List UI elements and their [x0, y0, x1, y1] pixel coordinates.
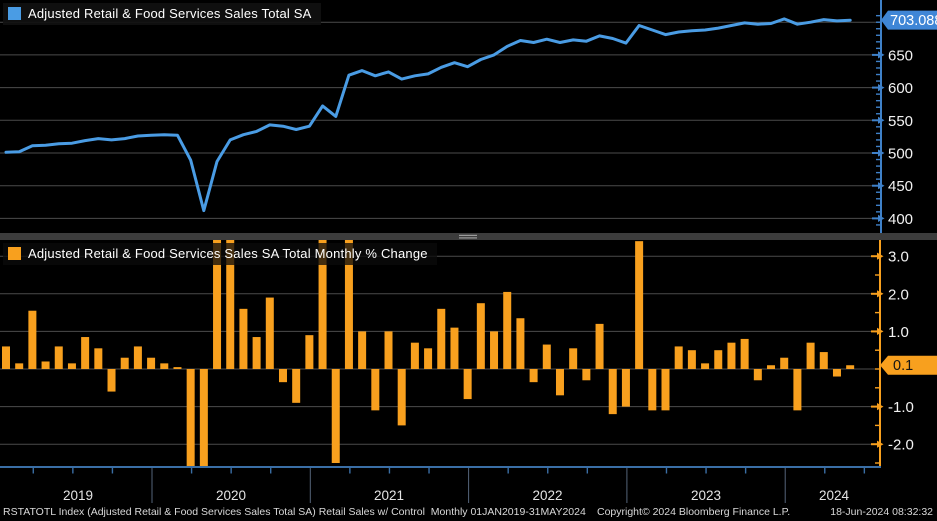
bottom-legend-label: Adjusted Retail & Food Services Sales SA…	[28, 246, 428, 261]
svg-text:450: 450	[888, 178, 913, 195]
svg-text:1.0: 1.0	[888, 324, 909, 341]
year-tick-label: 2023	[691, 488, 721, 503]
year-tick-label: 2022	[532, 488, 562, 503]
svg-text:400: 400	[888, 211, 913, 228]
svg-text:600: 600	[888, 80, 913, 97]
year-tick-label: 2020	[216, 488, 246, 503]
line-series-swatch-icon	[8, 7, 21, 20]
svg-text:0.1: 0.1	[893, 358, 913, 374]
last-value-flags: 703.088 0.1	[880, 10, 937, 375]
date-axis: 2019 2020 2021 2022 2023 2024	[0, 466, 881, 503]
ticker-description: RSTATOTL Index (Adjusted Retail & Food S…	[3, 506, 586, 518]
svg-text:2.0: 2.0	[888, 286, 909, 303]
top-panel-gridlines	[0, 21, 881, 219]
bar-series-swatch-icon	[8, 247, 21, 260]
bottom-right-axis: 3.0 2.0 1.0 -1.0 -2.0	[871, 240, 914, 467]
copyright-notice: Copyright© 2024 Bloomberg Finance L.P.	[597, 506, 791, 518]
svg-text:550: 550	[888, 113, 913, 130]
top-right-axis: 650 600 550 500 450 400	[872, 0, 913, 233]
top-legend-label: Adjusted Retail & Food Services Sales To…	[28, 6, 312, 21]
timestamp: 18-Jun-2024 08:32:32	[830, 506, 933, 518]
year-tick-label: 2024	[819, 488, 850, 503]
svg-text:-1.0: -1.0	[888, 399, 914, 416]
svg-text:650: 650	[888, 47, 913, 64]
monthly-change-bars	[2, 240, 855, 466]
year-tick-label: 2021	[374, 488, 404, 503]
status-bar: RSTATOTL Index (Adjusted Retail & Food S…	[0, 503, 937, 521]
svg-text:703.088: 703.088	[890, 13, 937, 29]
svg-text:-2.0: -2.0	[888, 437, 914, 454]
year-tick-label: 2019	[63, 488, 93, 503]
sales-total-line	[4, 17, 852, 213]
panel-divider[interactable]	[0, 233, 937, 240]
bottom-legend[interactable]: Adjusted Retail & Food Services Sales SA…	[3, 243, 437, 265]
svg-text:3.0: 3.0	[888, 249, 909, 266]
svg-text:500: 500	[888, 146, 913, 163]
top-legend[interactable]: Adjusted Retail & Food Services Sales To…	[3, 3, 321, 25]
